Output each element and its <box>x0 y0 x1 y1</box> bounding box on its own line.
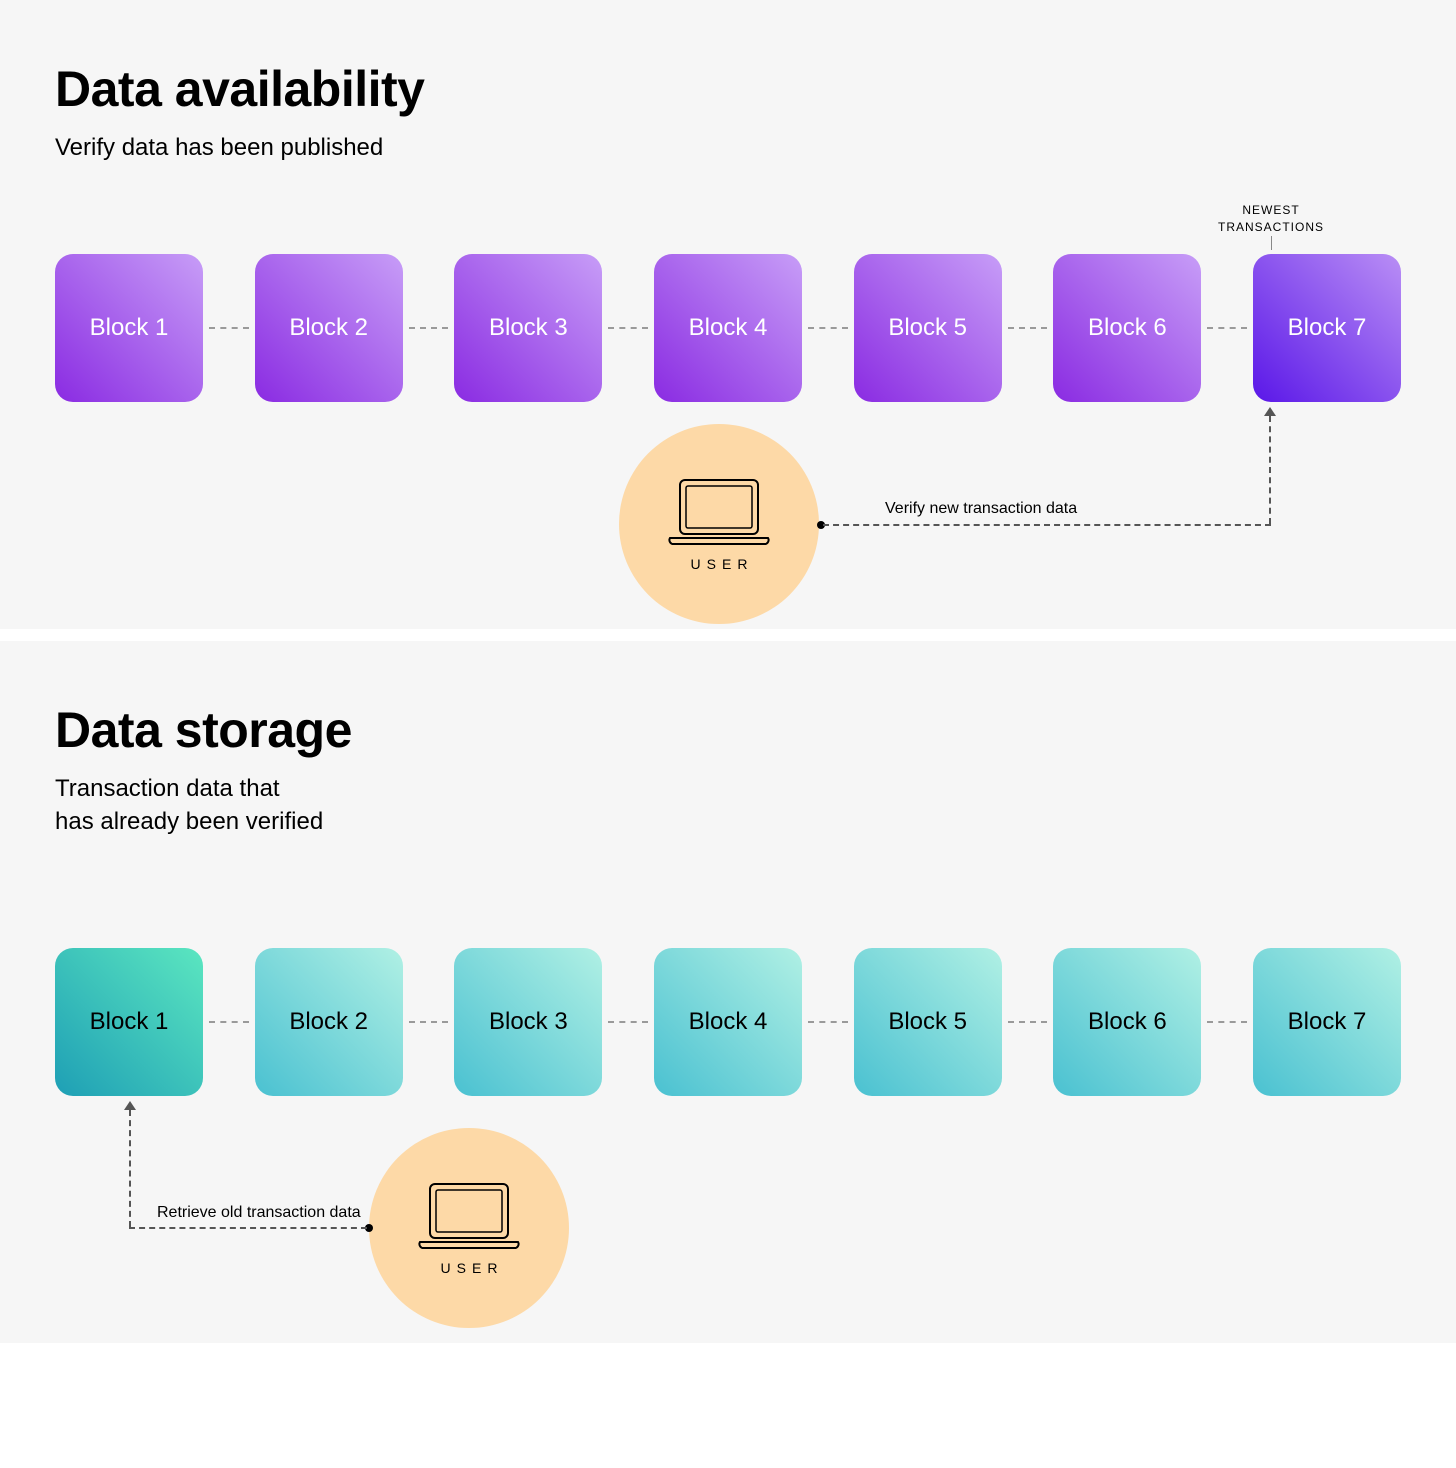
block: Block 2 <box>255 948 403 1096</box>
newest-tick <box>1271 236 1272 250</box>
block: Block 7 <box>1253 948 1401 1096</box>
block-connector <box>608 1021 648 1023</box>
block: Block 5 <box>854 948 1002 1096</box>
flow-path-v <box>129 1110 131 1227</box>
flow-label: Verify new transaction data <box>885 500 1077 518</box>
flow-path-v <box>1269 416 1271 524</box>
block: Block 3 <box>454 254 602 402</box>
block-connector <box>1207 327 1247 329</box>
laptop-icon <box>414 1180 524 1252</box>
block: Block 1 <box>55 254 203 402</box>
panel-title: Data availability <box>55 60 1401 118</box>
block-connector <box>409 1021 449 1023</box>
flow-label: Retrieve old transaction data <box>157 1204 361 1222</box>
block: Block 2 <box>255 254 403 402</box>
block: Block 6 <box>1053 254 1201 402</box>
block: Block 5 <box>854 254 1002 402</box>
chain-area: Block 1 Block 2 Block 3 Block 4 Block 5 Block… <box>55 948 1401 1288</box>
flow-path-h <box>129 1227 367 1229</box>
block: Block 3 <box>454 948 602 1096</box>
panel-title: Data storage <box>55 701 1401 759</box>
block-connector <box>409 327 449 329</box>
block-connector <box>608 327 648 329</box>
block-chain: Block 1 Block 2 Block 3 Block 4 Block 5 Block… <box>55 254 1401 402</box>
block-connector <box>1008 327 1048 329</box>
block: Block 1 <box>55 948 203 1096</box>
block-chain: Block 1 Block 2 Block 3 Block 4 Block 5 Block… <box>55 948 1401 1096</box>
user-node: USER <box>619 424 819 624</box>
block-connector <box>1207 1021 1247 1023</box>
block-connector <box>808 1021 848 1023</box>
flow-path-h <box>823 524 1271 526</box>
block-connector <box>209 1021 249 1023</box>
arrowhead-icon <box>124 1101 136 1110</box>
block: Block 7 <box>1253 254 1401 402</box>
block-connector <box>808 327 848 329</box>
chain-area: NEWEST TRANSACTIONS Block 1Block 2Block … <box>55 254 1401 574</box>
newest-transactions-label: NEWEST TRANSACTIONS <box>1197 202 1345 234</box>
panel-subtitle: Verify data has been published <box>55 132 1401 164</box>
block: Block 4 <box>654 948 802 1096</box>
panel-data-availability: Data availability Verify data has been p… <box>0 0 1456 629</box>
user-label: USER <box>441 1260 504 1276</box>
block: Block 6 <box>1053 948 1201 1096</box>
laptop-icon <box>664 476 774 548</box>
block-connector <box>209 327 249 329</box>
user-node: USER <box>369 1128 569 1328</box>
arrowhead-icon <box>1264 407 1276 416</box>
panel-data-storage: Data storage Transaction data that has a… <box>0 641 1456 1343</box>
panel-subtitle: Transaction data that has already been v… <box>55 773 1401 838</box>
block: Block 4 <box>654 254 802 402</box>
user-label: USER <box>691 556 754 572</box>
block-connector <box>1008 1021 1048 1023</box>
